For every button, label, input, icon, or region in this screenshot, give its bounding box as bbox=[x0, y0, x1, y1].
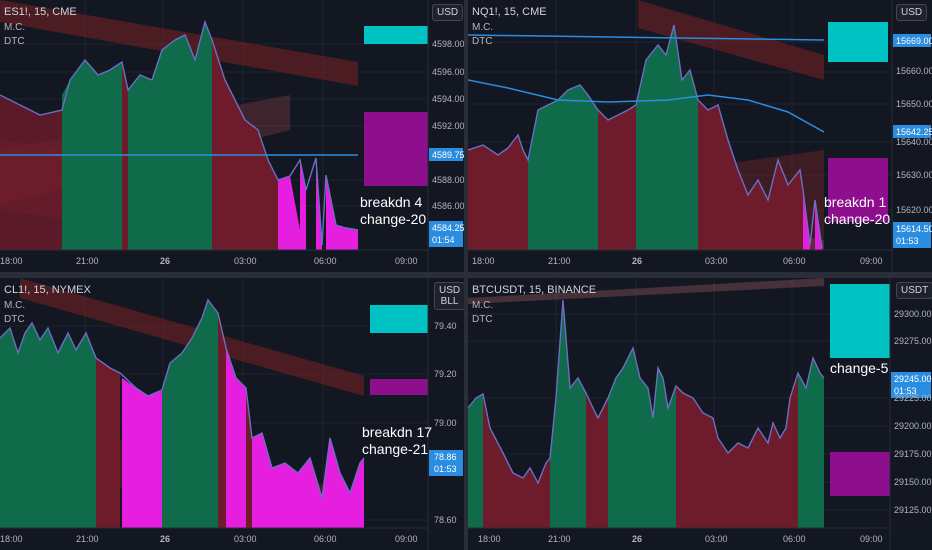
time-axis[interactable]: 18:00 21:00 26 03:00 06:00 09:00 bbox=[0, 534, 418, 544]
price-tag-blue bbox=[893, 34, 931, 47]
area-red bbox=[0, 95, 62, 250]
area-red bbox=[586, 393, 608, 528]
indicator-label[interactable]: M.C. bbox=[472, 300, 494, 311]
trend-channel bbox=[638, 0, 824, 80]
indicator-label[interactable]: M.C. bbox=[472, 22, 494, 33]
symbol-title[interactable]: BTCUSDT, 15, BINANCE bbox=[472, 284, 597, 296]
annotation-text: change-5 bbox=[830, 360, 889, 376]
currency-button[interactable]: USD BLL bbox=[434, 282, 464, 310]
price-tag-blue bbox=[429, 221, 463, 247]
ma-price-label: 15642.25 bbox=[896, 127, 932, 137]
countdown-label: 01:54 bbox=[432, 235, 455, 245]
area-red bbox=[122, 62, 128, 250]
last-price-label: 29245.00 bbox=[894, 374, 932, 384]
area-red bbox=[246, 388, 252, 528]
currency-button[interactable]: USDT bbox=[896, 282, 932, 299]
indicator-label[interactable]: DTC bbox=[4, 314, 25, 325]
price-line bbox=[468, 24, 823, 249]
chart-pane-es[interactable]: ES1!, 15, CME M.C. DTC USD breakdn 4 chan… bbox=[0, 0, 464, 272]
price-tag-blue bbox=[429, 148, 463, 161]
area-green bbox=[550, 300, 586, 528]
area-magenta bbox=[226, 348, 246, 528]
area-magenta bbox=[122, 378, 162, 528]
annotation-text: breakdn 1 change-20 bbox=[824, 194, 891, 227]
price-axis[interactable]: 29300.00 29275.00 29225.00 29200.00 2917… bbox=[894, 309, 932, 515]
countdown-label: 01:53 bbox=[894, 386, 917, 396]
countdown-label: 01:53 bbox=[896, 236, 919, 246]
area-red bbox=[676, 373, 798, 528]
ma-line bbox=[468, 34, 825, 41]
indicator-label[interactable]: DTC bbox=[472, 36, 493, 47]
signal-box-purple bbox=[364, 112, 428, 186]
annotation-text: breakdn 17 change-21 bbox=[362, 424, 433, 457]
area-green bbox=[608, 348, 676, 528]
last-price-label: 15614.50 bbox=[896, 224, 932, 234]
signal-box-teal bbox=[830, 284, 890, 358]
chart-canvas-es[interactable] bbox=[0, 0, 464, 272]
chart-canvas-cl[interactable] bbox=[0, 278, 464, 550]
area-green bbox=[798, 358, 824, 528]
indicator-label[interactable]: DTC bbox=[472, 314, 493, 325]
chart-pane-nq[interactable]: NQ1!, 15, CME M.C. DTC USD breakdn 1 chan… bbox=[468, 0, 932, 272]
indicator-label[interactable]: M.C. bbox=[4, 22, 26, 33]
last-price-label: 4584.25 bbox=[432, 223, 464, 233]
signal-box-teal bbox=[828, 22, 888, 62]
symbol-title[interactable]: CL1!, 15, NYMEX bbox=[4, 284, 91, 296]
ma-price-label: 4589.75 bbox=[432, 150, 464, 160]
price-line bbox=[468, 299, 825, 485]
chart-canvas-nq[interactable] bbox=[468, 0, 932, 272]
area-red bbox=[468, 135, 528, 250]
area-green bbox=[468, 394, 483, 528]
signal-box-purple bbox=[830, 452, 890, 496]
signal-box-teal bbox=[370, 305, 428, 333]
area-green bbox=[128, 22, 212, 250]
countdown-label: 01:53 bbox=[434, 464, 457, 474]
signal-box-purple bbox=[370, 379, 428, 395]
price-tag-blue bbox=[891, 372, 931, 398]
time-axis[interactable]: 18:00 21:00 26 03:00 06:00 09:00 bbox=[478, 534, 883, 544]
price-axis[interactable]: 15660.00 15650.00 15640.00 15630.00 1562… bbox=[896, 36, 932, 246]
area-magenta bbox=[326, 175, 358, 250]
pane-divider-horizontal[interactable] bbox=[0, 272, 932, 278]
chart-pane-btc[interactable]: BTCUSDT, 15, BINANCE M.C. DTC USDT chang… bbox=[468, 278, 932, 550]
chart-pane-cl[interactable]: CL1!, 15, NYMEX M.C. DTC USD BLL breakdn … bbox=[0, 278, 464, 550]
annotation-text: breakdn 4 change-20 bbox=[360, 194, 427, 227]
area-red bbox=[598, 105, 636, 250]
price-line bbox=[0, 298, 365, 499]
chart-canvas-btc[interactable] bbox=[468, 278, 932, 550]
price-line bbox=[0, 19, 359, 246]
time-axis[interactable]: 18:00 21:00 26 03:00 06:00 09:00 bbox=[0, 256, 418, 266]
price-axis[interactable]: 4598.00 4596.00 4594.00 4592.00 4588.00 … bbox=[432, 39, 464, 245]
area-red bbox=[698, 100, 803, 250]
area-magenta bbox=[252, 433, 364, 528]
area-green bbox=[162, 300, 218, 528]
price-tag-blue bbox=[893, 125, 931, 138]
symbol-title[interactable]: NQ1!, 15, CME bbox=[472, 6, 547, 18]
area-green bbox=[0, 323, 96, 528]
ma-line bbox=[468, 79, 825, 133]
price-axis[interactable]: 79.40 79.20 79.00 78.60 78.86 01:53 bbox=[434, 321, 457, 525]
ma-price-label: 15669.00 bbox=[896, 36, 932, 46]
time-axis[interactable]: 18:00 21:00 26 03:00 06:00 09:00 bbox=[472, 256, 883, 266]
area-red bbox=[483, 394, 550, 528]
area-red bbox=[218, 313, 226, 528]
symbol-title[interactable]: ES1!, 15, CME bbox=[4, 6, 77, 18]
currency-button[interactable]: USD bbox=[896, 4, 928, 21]
price-tag-blue bbox=[429, 450, 463, 476]
indicator-label[interactable]: M.C. bbox=[4, 300, 26, 311]
signal-box-teal bbox=[364, 26, 428, 44]
last-price-label: 78.86 bbox=[434, 452, 457, 462]
area-green bbox=[636, 25, 698, 250]
area-magenta bbox=[278, 176, 300, 250]
area-red bbox=[96, 358, 120, 528]
price-tag-blue bbox=[893, 222, 931, 248]
currency-button[interactable]: USD bbox=[432, 4, 464, 21]
area-green bbox=[528, 85, 598, 250]
trend-channel bbox=[468, 278, 824, 304]
area-red bbox=[212, 40, 278, 250]
indicator-label[interactable]: DTC bbox=[4, 36, 25, 47]
signal-box-purple bbox=[828, 158, 888, 222]
